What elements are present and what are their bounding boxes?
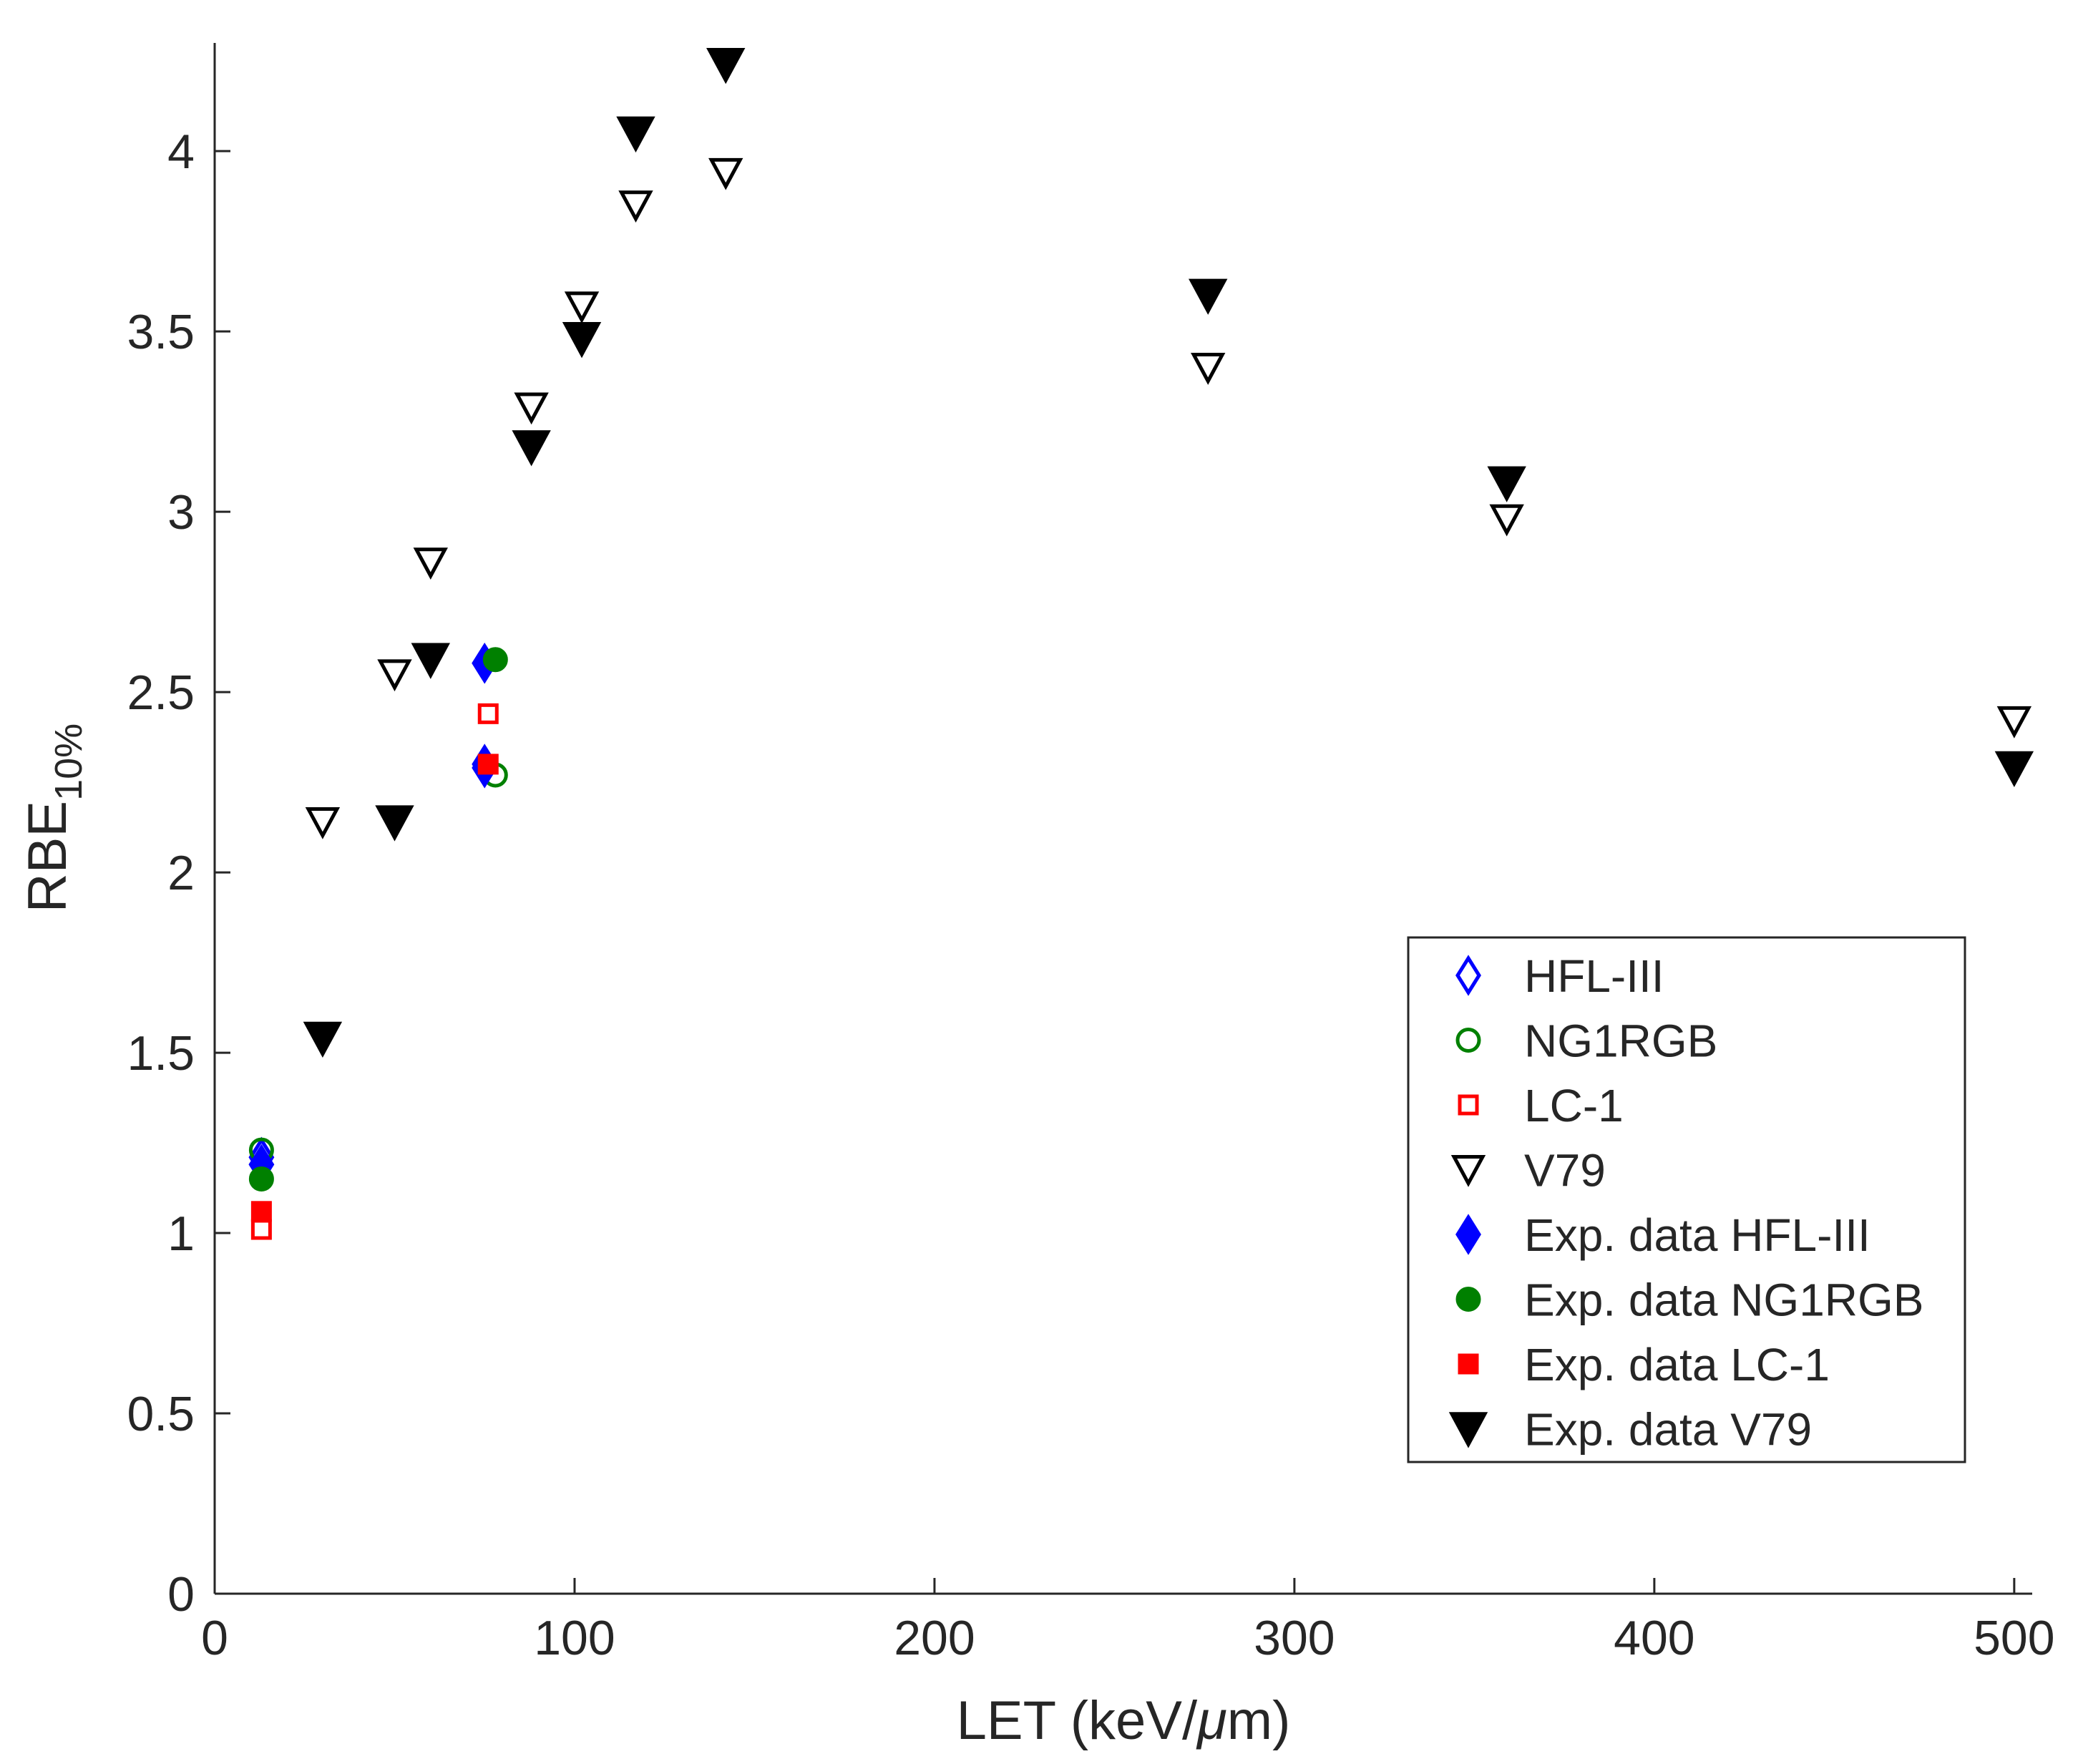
axes	[213, 43, 2032, 1595]
data-point	[303, 1021, 343, 1058]
legend-marker	[1455, 1028, 1481, 1053]
legend-item: HFL-III	[1455, 950, 1664, 1002]
legend-label: Exp. data V79	[1524, 1404, 1812, 1456]
data-point	[482, 647, 508, 673]
legend-label: Exp. data HFL-III	[1524, 1209, 1870, 1261]
data-point	[512, 430, 551, 467]
series-4	[248, 643, 498, 1186]
x-tick-label: 300	[1254, 1611, 1335, 1665]
data-point	[616, 116, 655, 153]
data-point	[250, 1201, 272, 1222]
legend-label: Exp. data NG1RGB	[1524, 1275, 1923, 1326]
data-point	[564, 291, 600, 324]
y-tick-label: 0.5	[127, 1387, 195, 1441]
x-tick-label: 400	[1614, 1611, 1694, 1665]
legend-item: Exp. data NG1RGB	[1455, 1275, 1923, 1326]
legend-marker	[1448, 1412, 1488, 1448]
legend-label: LC-1	[1524, 1080, 1624, 1131]
legend-item: Exp. data LC-1	[1458, 1339, 1830, 1390]
legend-label: HFL-III	[1524, 950, 1664, 1002]
y-tick-label: 3.5	[127, 305, 195, 359]
legend-marker	[1455, 1287, 1481, 1312]
legend-marker	[1455, 1214, 1481, 1255]
series-1	[248, 762, 508, 1163]
legend-label: NG1RGB	[1524, 1015, 1717, 1067]
legend-label: V79	[1524, 1145, 1606, 1197]
legend-marker	[1458, 1353, 1479, 1375]
y-tick-label: 2	[167, 846, 195, 900]
y-tick-label: 0	[167, 1567, 195, 1622]
data-point	[1191, 353, 1226, 385]
data-point	[375, 805, 414, 842]
x-tick-label: 0	[201, 1611, 228, 1665]
series-3	[305, 157, 2032, 839]
legend: HFL-III NG1RGB LC-1 V79 Exp. data HFL-III Exp…	[1407, 936, 1966, 1463]
data-point	[413, 547, 448, 580]
data-point	[377, 659, 412, 692]
data-point	[250, 1219, 272, 1240]
series-6	[250, 754, 499, 1222]
data-point	[562, 322, 602, 359]
y-tick-label: 4	[167, 125, 195, 179]
x-axis-label: LET (keV/μm)	[957, 1690, 1291, 1751]
series-0	[248, 643, 498, 1178]
data-point	[618, 190, 653, 223]
legend-item: V79	[1450, 1145, 1606, 1197]
data-points	[248, 48, 2034, 1240]
legend-label: Exp. data LC-1	[1524, 1339, 1830, 1390]
x-tick-label: 200	[894, 1611, 975, 1665]
legend-item: LC-1	[1458, 1080, 1624, 1131]
data-point	[477, 703, 499, 724]
data-point	[411, 643, 450, 679]
series-7	[303, 48, 2034, 1058]
legend-item: Exp. data HFL-III	[1455, 1209, 1870, 1261]
data-point	[1489, 504, 1524, 537]
y-tick-label: 2.5	[127, 666, 195, 720]
series-5	[248, 647, 508, 1192]
legend-marker	[1458, 1094, 1479, 1116]
data-point	[477, 754, 499, 775]
x-tick-label: 100	[534, 1611, 615, 1665]
data-point	[305, 807, 341, 839]
y-tick-label: 1.5	[127, 1026, 195, 1081]
y-tick-label: 3	[167, 485, 195, 540]
ticks: 0 100 200 300 400 500 0 0.5 1 1.5 2 2.5 3 3.5 4	[127, 125, 2054, 1665]
y-axis-label: RBE10%	[17, 723, 90, 912]
data-point	[708, 157, 743, 190]
data-point	[248, 1166, 274, 1192]
x-tick-label: 500	[1974, 1611, 2054, 1665]
data-point	[514, 392, 549, 425]
y-tick-label: 1	[167, 1207, 195, 1261]
legend-marker	[1450, 1155, 1486, 1187]
data-point	[1487, 466, 1526, 502]
data-point	[1994, 751, 2034, 788]
series-2	[250, 703, 499, 1240]
legend-item: NG1RGB	[1455, 1015, 1717, 1067]
legend-box	[1407, 936, 1966, 1463]
data-point	[1996, 706, 2032, 739]
data-point	[706, 48, 746, 84]
legend-item: Exp. data V79	[1448, 1404, 1812, 1456]
legend-marker	[1455, 955, 1481, 996]
data-point	[1189, 278, 1228, 315]
